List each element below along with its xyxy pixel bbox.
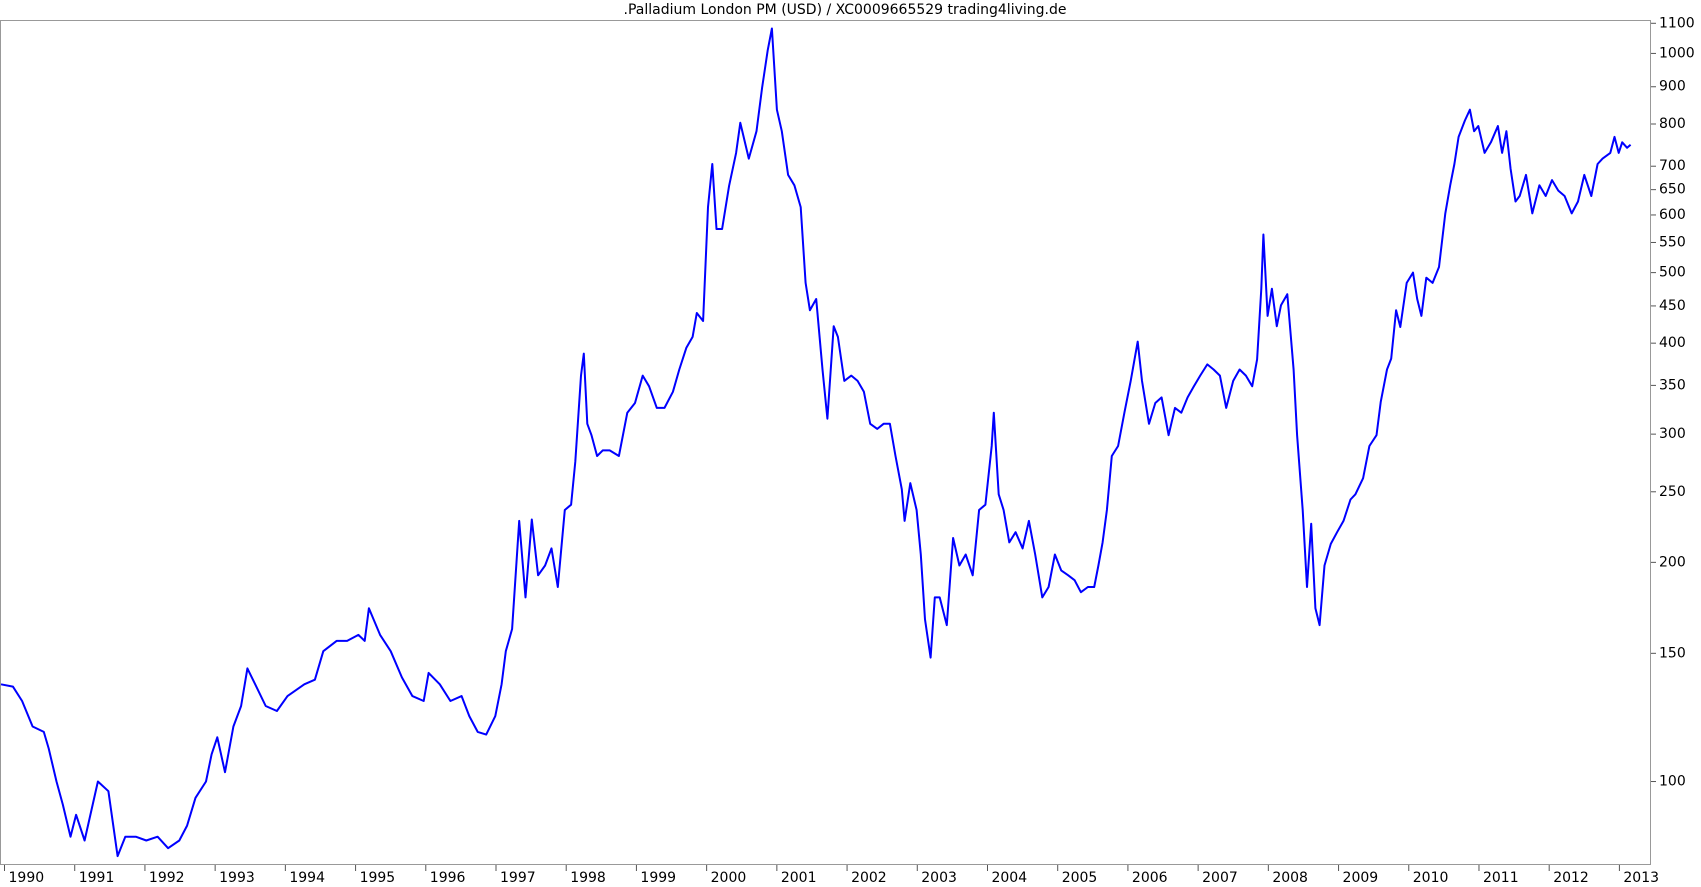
x-tick-label: 2007 bbox=[1202, 870, 1238, 886]
y-tick-label: 450 bbox=[1659, 298, 1686, 314]
x-tick-label: 2008 bbox=[1272, 870, 1308, 886]
y-tick-label: 900 bbox=[1659, 79, 1686, 95]
y-tick-label: 650 bbox=[1659, 182, 1686, 198]
x-tick-label: 2011 bbox=[1483, 870, 1519, 886]
x-tick-label: 2012 bbox=[1553, 870, 1589, 886]
x-tick-label: 2002 bbox=[851, 870, 887, 886]
x-tick-label: 2001 bbox=[781, 870, 817, 886]
x-tick-label: 1990 bbox=[9, 870, 45, 886]
x-tick-label: 2000 bbox=[711, 870, 747, 886]
y-tick-label: 250 bbox=[1659, 484, 1686, 500]
x-tick-label: 1995 bbox=[360, 870, 396, 886]
x-tick-label: 2005 bbox=[1062, 870, 1098, 886]
x-tick-label: 2009 bbox=[1343, 870, 1379, 886]
x-tick-label: 1997 bbox=[500, 870, 536, 886]
price-line bbox=[0, 27, 1632, 858]
y-tick-label: 350 bbox=[1659, 377, 1686, 393]
x-tick-label: 1996 bbox=[430, 870, 466, 886]
y-tick-label: 150 bbox=[1659, 645, 1686, 661]
chart-title: .Palladium London PM (USD) / XC000966552… bbox=[624, 2, 1067, 18]
x-tick-label: 1998 bbox=[570, 870, 606, 886]
y-tick-label: 300 bbox=[1659, 426, 1686, 442]
y-tick-label: 800 bbox=[1659, 116, 1686, 132]
y-tick-label: 700 bbox=[1659, 158, 1686, 174]
y-tick-label: 400 bbox=[1659, 335, 1686, 351]
x-tick-label: 2010 bbox=[1413, 870, 1449, 886]
y-tick-label: 600 bbox=[1659, 207, 1686, 223]
y-tick-label: 1000 bbox=[1659, 45, 1695, 61]
y-tick-label: 550 bbox=[1659, 234, 1686, 250]
y-tick-label: 500 bbox=[1659, 265, 1686, 281]
x-tick-label: 2006 bbox=[1132, 870, 1168, 886]
x-tick-label: 2004 bbox=[991, 870, 1027, 886]
y-tick-label: 100 bbox=[1659, 774, 1686, 790]
x-tick-label: 1992 bbox=[149, 870, 185, 886]
y-tick-label: 200 bbox=[1659, 554, 1686, 570]
x-tick-label: 2003 bbox=[921, 870, 957, 886]
plot-frame bbox=[0, 20, 1651, 865]
x-tick-label: 1999 bbox=[640, 870, 676, 886]
y-tick-label: 1100 bbox=[1659, 15, 1695, 31]
x-tick-label: 1993 bbox=[219, 870, 255, 886]
x-tick-label: 2013 bbox=[1623, 870, 1659, 886]
x-tick-label: 1991 bbox=[79, 870, 115, 886]
x-tick-label: 1994 bbox=[289, 870, 325, 886]
